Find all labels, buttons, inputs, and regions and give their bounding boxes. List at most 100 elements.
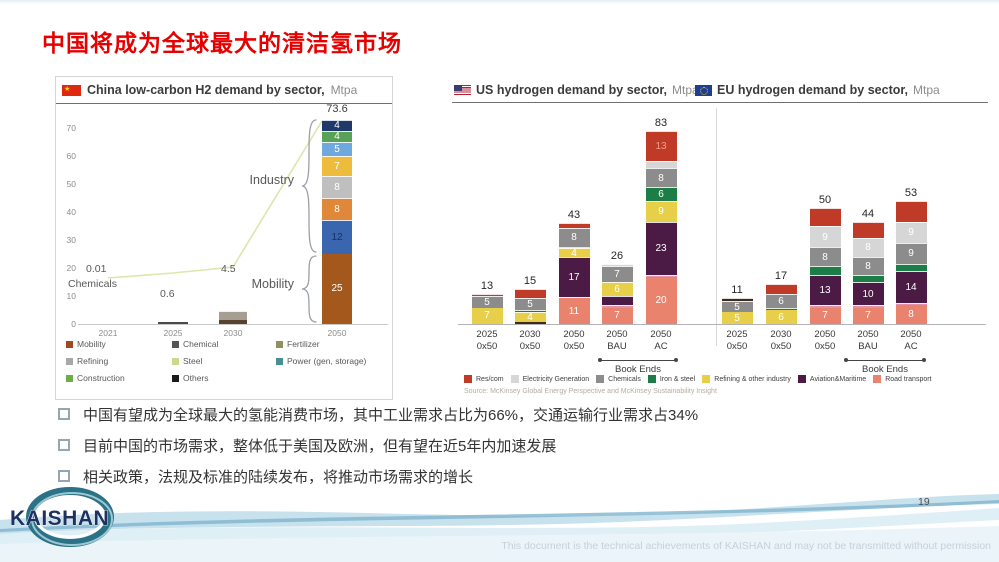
bullet-item: 目前中国的市场需求，整体低于美国及欧洲，但有望在近5年内加速发展 bbox=[58, 435, 958, 456]
legend-label: Electricity Generation bbox=[522, 375, 590, 383]
bar-segment: 7 bbox=[601, 307, 633, 324]
bar-total-label: 11 bbox=[731, 284, 743, 297]
chemicals-label: Chemicals bbox=[68, 278, 118, 290]
bar-segment bbox=[219, 311, 247, 320]
kaishan-logo-text: KAISHAN bbox=[10, 507, 109, 530]
legend-item: Chemicals bbox=[596, 375, 641, 383]
industry-label: Industry bbox=[249, 173, 294, 187]
china-flag-icon: ★ bbox=[62, 84, 81, 96]
x-scenario-label: BAU bbox=[607, 341, 627, 352]
bar-segment bbox=[601, 296, 633, 306]
bar-segment: 5 bbox=[322, 142, 352, 157]
bar-segment: 4 bbox=[322, 119, 352, 131]
x-scenario-label: 0x50 bbox=[814, 341, 836, 352]
bar-total-label: 17 bbox=[774, 270, 788, 283]
bar-segment bbox=[219, 319, 247, 324]
legend-label: Steel bbox=[183, 356, 203, 366]
bar-segment: 12 bbox=[322, 220, 352, 254]
bar-segment bbox=[645, 161, 677, 169]
bar-segment bbox=[895, 263, 927, 271]
bar-column: 20 23 9 6 8 13 bbox=[645, 131, 677, 324]
sector-legend: Res/com Electricity Generation Chemicals Ir… bbox=[464, 375, 988, 383]
bar-segment bbox=[558, 296, 590, 299]
x-category-label: 2050 bbox=[857, 329, 879, 340]
trend-line bbox=[107, 120, 323, 279]
bar-segment bbox=[514, 321, 546, 324]
legend-label: Refining & other industry bbox=[714, 375, 791, 383]
x-category-label: 2050 bbox=[327, 328, 347, 338]
bar-segment: 7 bbox=[601, 265, 633, 283]
us-eu-chart-plot: 7 5 13 2025 0x50 4 5 15 2030 0x50 11 17 4 8 43 2050 0x50… bbox=[452, 76, 988, 406]
us-flag-icon bbox=[454, 84, 471, 96]
bar-segment bbox=[601, 305, 633, 308]
legend-swatch bbox=[797, 375, 806, 383]
bar-total-label: 83 bbox=[654, 116, 668, 129]
bar-segment: 5 bbox=[721, 300, 753, 313]
bar-segment: 25 bbox=[322, 253, 352, 324]
y-axis-tick: 10 bbox=[66, 291, 76, 301]
x-category-label: 2025 bbox=[726, 329, 748, 340]
legend-swatch bbox=[510, 375, 519, 383]
china-chart-panel: 0.01 Chemicals 0.6 4.5 73.6 Industry Mob… bbox=[55, 76, 393, 400]
bar-segment bbox=[765, 284, 797, 294]
china-chart-plot: 0.01 Chemicals 0.6 4.5 73.6 Industry Mob… bbox=[56, 77, 392, 399]
legend-label: Power (gen, storage) bbox=[287, 356, 367, 366]
eu-chart-header: EU hydrogen demand by sector, Mtpa bbox=[695, 83, 940, 97]
us-chart-unit: Mtpa bbox=[672, 83, 699, 97]
x-scenario-label: 0x50 bbox=[476, 341, 498, 352]
y-axis-tick: 60 bbox=[66, 151, 76, 161]
header-underline bbox=[452, 102, 988, 103]
x-category-label: 2050 bbox=[814, 329, 836, 340]
bar-segment: 6 bbox=[601, 282, 633, 297]
eu-book-ends-label: Book Ends bbox=[862, 364, 908, 375]
legend-item: Refining bbox=[66, 356, 172, 366]
bar-segment bbox=[852, 305, 884, 308]
value-label-2021: 0.01 bbox=[86, 263, 107, 275]
x-category-label: 2021 bbox=[98, 328, 118, 338]
legend-item: Road transport bbox=[873, 375, 932, 383]
bar-segment: 9 bbox=[809, 226, 841, 248]
bar-segment: 7 bbox=[322, 156, 352, 176]
chart-divider bbox=[716, 108, 717, 346]
legend-label: Iron & steel bbox=[659, 375, 696, 383]
legend-item: Mobility bbox=[66, 339, 172, 349]
mobility-brace bbox=[301, 255, 317, 323]
value-label-2050: 73.6 bbox=[326, 103, 348, 115]
bar-segment: 13 bbox=[809, 275, 841, 306]
x-category-label: 2030 bbox=[223, 328, 243, 338]
bar-segment: 9 bbox=[895, 221, 927, 243]
bar-segment: 7 bbox=[852, 307, 884, 324]
bar-total-label: 44 bbox=[861, 207, 875, 220]
bar-segment: 11 bbox=[558, 298, 590, 324]
bullet-text: 相关政策，法规及标准的陆续发布，将推动市场需求的增长 bbox=[83, 469, 474, 486]
bar-total-label: 43 bbox=[567, 209, 581, 222]
eu-chart-title: EU hydrogen demand by sector, bbox=[717, 83, 909, 97]
x-category-label: 2030 bbox=[519, 329, 541, 340]
x-category-label: 2050 bbox=[563, 329, 585, 340]
x-scenario-label: 0x50 bbox=[726, 341, 748, 352]
x-category-label: 2050 bbox=[606, 329, 628, 340]
mobility-label: Mobility bbox=[251, 277, 294, 291]
bar-segment bbox=[471, 293, 503, 297]
legend-item: Fertilizer bbox=[276, 339, 398, 349]
y-axis-tick: 30 bbox=[66, 235, 76, 245]
bar-segment: 8 bbox=[809, 247, 841, 266]
bar-segment: 8 bbox=[322, 175, 352, 198]
bar-column bbox=[158, 322, 188, 324]
bar-segment: 20 bbox=[645, 277, 677, 324]
x-scenario-label: 0x50 bbox=[563, 341, 585, 352]
legend-label: Res/com bbox=[476, 375, 504, 383]
page-title: 中国将成为全球最大的清洁氢市场 bbox=[42, 30, 402, 56]
legend-label: Refining bbox=[77, 356, 109, 366]
bar-segment: 14 bbox=[895, 270, 927, 304]
bar-total-label: 26 bbox=[610, 249, 624, 262]
legend-label: Chemical bbox=[183, 339, 219, 349]
bullet-square-icon bbox=[58, 470, 70, 482]
legend-swatch bbox=[172, 374, 179, 382]
footer-note: This document is the technical achieveme… bbox=[501, 540, 991, 552]
bullet-square-icon bbox=[58, 408, 70, 420]
bar-total-label: 53 bbox=[904, 186, 918, 199]
